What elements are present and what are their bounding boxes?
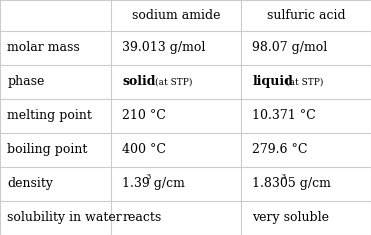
Text: sulfuric acid: sulfuric acid <box>267 9 345 22</box>
Text: 210 °C: 210 °C <box>122 109 166 122</box>
Text: 3: 3 <box>145 173 151 181</box>
Text: 1.8305 g/cm: 1.8305 g/cm <box>252 177 331 190</box>
Text: 10.371 °C: 10.371 °C <box>252 109 316 122</box>
Text: phase: phase <box>7 75 45 88</box>
Text: (at STP): (at STP) <box>286 77 324 86</box>
Text: density: density <box>7 177 53 190</box>
Text: reacts: reacts <box>122 212 162 224</box>
Text: 400 °C: 400 °C <box>122 143 167 156</box>
Text: melting point: melting point <box>7 109 92 122</box>
Text: 98.07 g/mol: 98.07 g/mol <box>252 41 328 54</box>
Text: 1.39 g/cm: 1.39 g/cm <box>122 177 185 190</box>
Text: sodium amide: sodium amide <box>132 9 220 22</box>
Text: molar mass: molar mass <box>7 41 80 54</box>
Text: very soluble: very soluble <box>252 212 329 224</box>
Text: solid: solid <box>122 75 156 88</box>
Text: solubility in water: solubility in water <box>7 212 122 224</box>
Text: (at STP): (at STP) <box>155 77 193 86</box>
Text: 279.6 °C: 279.6 °C <box>252 143 308 156</box>
Text: liquid: liquid <box>252 75 293 88</box>
Text: 3: 3 <box>280 173 285 181</box>
Text: boiling point: boiling point <box>7 143 88 156</box>
Text: 39.013 g/mol: 39.013 g/mol <box>122 41 206 54</box>
